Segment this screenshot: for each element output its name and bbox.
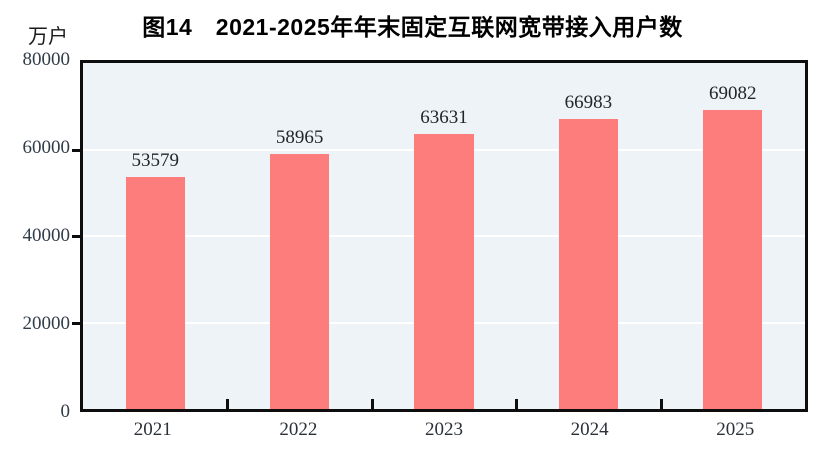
plot-area: 53579 58965 63631 66983 69082 [72,60,808,412]
bar-2023 [414,133,474,409]
bar-value-label: 66983 [564,92,613,114]
y-axis: 0 20000 40000 60000 80000 [0,50,71,421]
x-axis-tick-label: 2023 [424,419,463,440]
x-axis-tick-label: 2022 [279,419,318,440]
y-axis-tick-label: 60000 [22,137,71,158]
category-slot: 69082 [661,63,805,409]
x-axis-tick [370,399,374,409]
bar-value-label: 53579 [131,150,179,172]
y-axis-tick [72,148,80,152]
bar-2024 [558,119,618,409]
bar-value-label: 69082 [709,83,757,105]
x-axis: 2021 2022 2023 2024 2025 [80,419,808,449]
bar-2021 [125,177,185,409]
y-axis-tick [72,235,80,238]
bar-2025 [703,110,763,409]
x-axis-tick [226,399,230,409]
y-axis-tick-label: 20000 [22,313,71,334]
category-slot: 63631 [372,63,516,409]
x-axis-tick [659,399,663,409]
category-slot: 58965 [227,63,371,409]
category-slot: 53579 [83,63,227,409]
bar-2022 [269,153,330,409]
y-axis-tick-label: 0 [60,401,71,422]
y-axis-unit-label: 万户 [28,26,68,48]
x-axis-tick-label: 2021 [133,419,172,440]
bar-value-label: 58965 [275,126,324,148]
y-axis-tick [72,321,80,325]
x-axis-tick-label: 2025 [716,419,755,440]
x-axis-tick-label: 2024 [570,419,609,440]
y-axis-tick-label: 40000 [22,225,71,246]
category-slot: 66983 [516,63,660,409]
x-axis-tick [515,399,519,409]
y-axis-tick-label: 80000 [22,49,71,70]
chart-title: 图14 2021-2025年年末固定互联网宽带接入用户数 [142,14,683,40]
bar-value-label: 63631 [420,106,468,128]
